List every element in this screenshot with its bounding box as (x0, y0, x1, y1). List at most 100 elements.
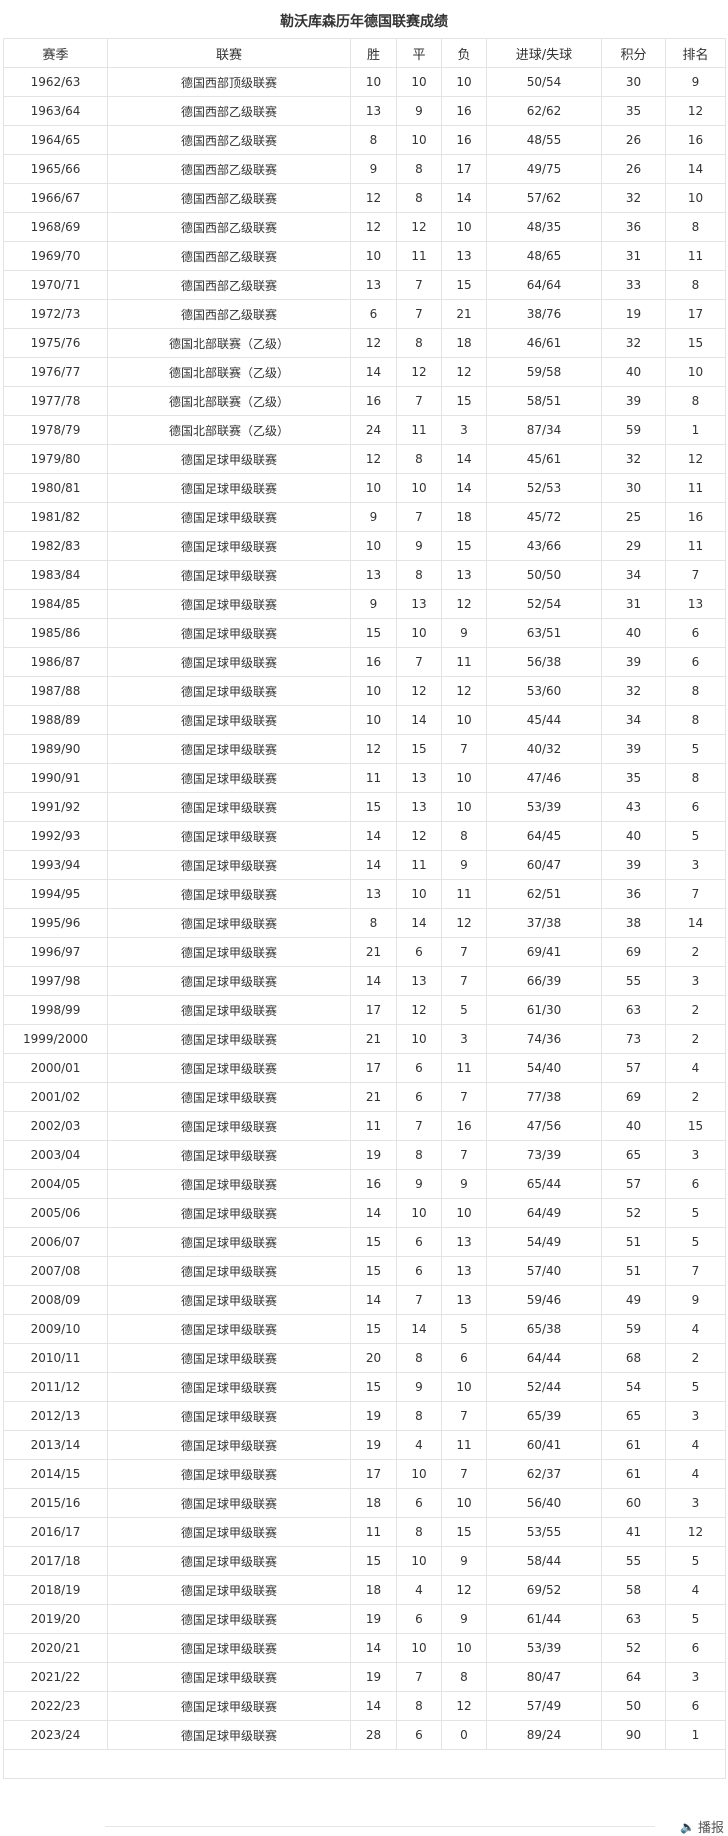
empty-row (3, 1749, 726, 1779)
cell-season: 2017/18 (3, 1546, 108, 1576)
cell-league: 德国足球甲级联赛 (107, 647, 351, 677)
cell-losses: 14 (441, 183, 487, 213)
cell-wins: 15 (350, 792, 397, 822)
cell-goals: 62/62 (486, 96, 602, 126)
cell-wins: 14 (350, 1633, 397, 1663)
cell-points: 39 (601, 647, 666, 677)
cell-wins: 13 (350, 270, 397, 300)
cell-goals: 52/44 (486, 1372, 602, 1402)
cell-wins: 16 (350, 386, 397, 416)
cell-draws: 13 (396, 589, 442, 619)
cell-rank: 11 (665, 473, 726, 503)
cell-season: 2018/19 (3, 1575, 108, 1605)
cell-rank: 15 (665, 328, 726, 358)
cell-season: 1983/84 (3, 560, 108, 590)
cell-season: 2000/01 (3, 1053, 108, 1083)
cell-losses: 12 (441, 1691, 487, 1721)
cell-losses: 10 (441, 792, 487, 822)
cell-season: 1998/99 (3, 995, 108, 1025)
cell-draws: 9 (396, 531, 442, 561)
cell-wins: 10 (350, 531, 397, 561)
cell-season: 1979/80 (3, 444, 108, 474)
cell-losses: 7 (441, 734, 487, 764)
cell-points: 32 (601, 328, 666, 358)
cell-rank: 8 (665, 676, 726, 706)
cell-points: 34 (601, 560, 666, 590)
cell-points: 61 (601, 1430, 666, 1460)
cell-losses: 16 (441, 96, 487, 126)
cell-goals: 57/49 (486, 1691, 602, 1721)
cell-rank: 1 (665, 415, 726, 445)
report-button[interactable]: 🔈 播报 (680, 1817, 724, 1836)
cell-losses: 7 (441, 937, 487, 967)
cell-goals: 56/40 (486, 1488, 602, 1518)
cell-season: 2003/04 (3, 1140, 108, 1170)
cell-wins: 15 (350, 1372, 397, 1402)
cell-goals: 48/35 (486, 212, 602, 242)
cell-league: 德国足球甲级联赛 (107, 966, 351, 996)
cell-draws: 7 (396, 1111, 442, 1141)
cell-wins: 18 (350, 1488, 397, 1518)
table-row: 2012/13 德国足球甲级联赛 19 8 7 65/39 65 3 (3, 1401, 726, 1431)
cell-wins: 15 (350, 1256, 397, 1286)
cell-goals: 59/46 (486, 1285, 602, 1315)
cell-goals: 50/50 (486, 560, 602, 590)
table-row: 1969/70 德国西部乙级联赛 10 11 13 48/65 31 11 (3, 241, 726, 271)
cell-points: 43 (601, 792, 666, 822)
cell-draws: 12 (396, 212, 442, 242)
cell-goals: 53/55 (486, 1517, 602, 1547)
cell-losses: 11 (441, 1430, 487, 1460)
cell-season: 1980/81 (3, 473, 108, 503)
cell-wins: 14 (350, 1285, 397, 1315)
cell-season: 2002/03 (3, 1111, 108, 1141)
cell-goals: 62/37 (486, 1459, 602, 1489)
table-row: 1966/67 德国西部乙级联赛 12 8 14 57/62 32 10 (3, 183, 726, 213)
cell-league: 德国足球甲级联赛 (107, 1459, 351, 1489)
cell-draws: 14 (396, 1314, 442, 1344)
cell-rank: 5 (665, 1198, 726, 1228)
cell-losses: 8 (441, 1662, 487, 1692)
cell-rank: 7 (665, 560, 726, 590)
cell-losses: 12 (441, 908, 487, 938)
table-row: 2006/07 德国足球甲级联赛 15 6 13 54/49 51 5 (3, 1227, 726, 1257)
cell-wins: 15 (350, 618, 397, 648)
cell-points: 29 (601, 531, 666, 561)
cell-rank: 17 (665, 299, 726, 329)
cell-season: 1966/67 (3, 183, 108, 213)
cell-draws: 8 (396, 183, 442, 213)
cell-draws: 8 (396, 154, 442, 184)
table-row: 2019/20 德国足球甲级联赛 19 6 9 61/44 63 5 (3, 1604, 726, 1634)
cell-rank: 8 (665, 386, 726, 416)
cell-draws: 6 (396, 1227, 442, 1257)
cell-rank: 3 (665, 1662, 726, 1692)
table-row: 1990/91 德国足球甲级联赛 11 13 10 47/46 35 8 (3, 763, 726, 793)
cell-league: 德国西部乙级联赛 (107, 212, 351, 242)
cell-wins: 12 (350, 328, 397, 358)
cell-points: 51 (601, 1227, 666, 1257)
cell-points: 34 (601, 705, 666, 735)
cell-season: 1982/83 (3, 531, 108, 561)
table-row: 2013/14 德国足球甲级联赛 19 4 11 60/41 61 4 (3, 1430, 726, 1460)
cell-losses: 13 (441, 1285, 487, 1315)
cell-league: 德国西部乙级联赛 (107, 96, 351, 126)
cell-draws: 10 (396, 473, 442, 503)
cell-season: 1999/2000 (3, 1024, 108, 1054)
cell-rank: 12 (665, 96, 726, 126)
cell-points: 69 (601, 937, 666, 967)
cell-goals: 59/58 (486, 357, 602, 387)
cell-season: 2011/12 (3, 1372, 108, 1402)
cell-league: 德国足球甲级联赛 (107, 1488, 351, 1518)
cell-rank: 10 (665, 357, 726, 387)
cell-losses: 9 (441, 850, 487, 880)
cell-wins: 6 (350, 299, 397, 329)
cell-draws: 13 (396, 792, 442, 822)
cell-wins: 17 (350, 1053, 397, 1083)
cell-wins: 13 (350, 560, 397, 590)
cell-league: 德国足球甲级联赛 (107, 1314, 351, 1344)
cell-goals: 53/60 (486, 676, 602, 706)
cell-losses: 9 (441, 1604, 487, 1634)
cell-wins: 8 (350, 908, 397, 938)
cell-wins: 10 (350, 705, 397, 735)
table-row: 1978/79 德国北部联赛（乙级） 24 11 3 87/34 59 1 (3, 415, 726, 445)
cell-rank: 6 (665, 618, 726, 648)
